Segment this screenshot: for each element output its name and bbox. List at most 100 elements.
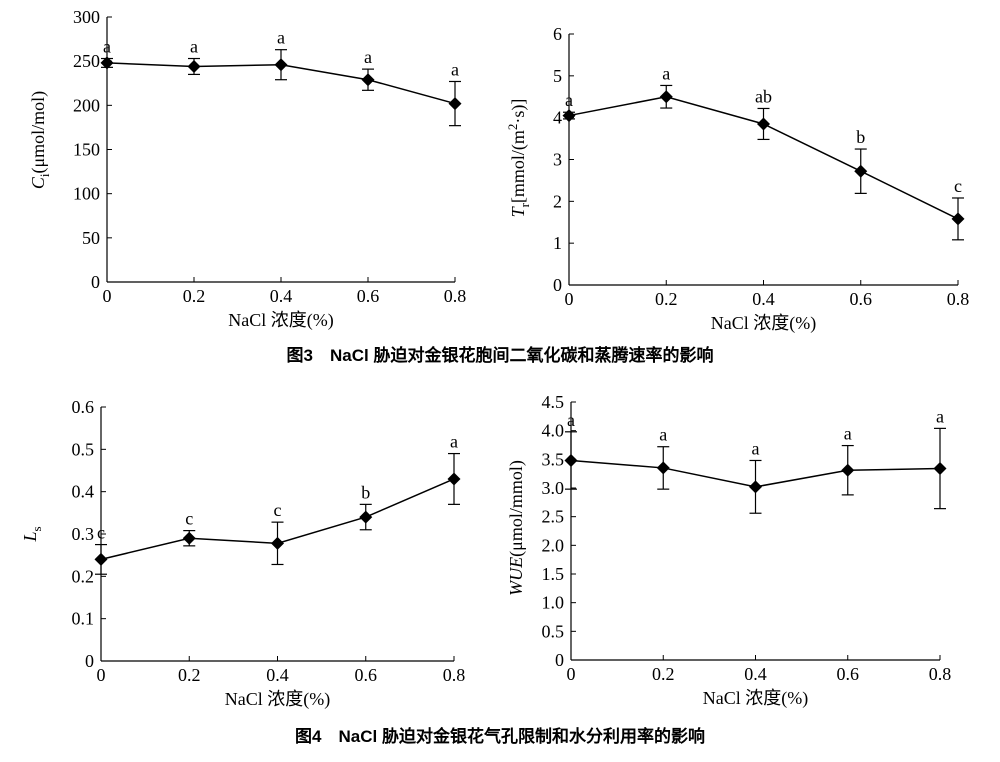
data-point [361,73,375,87]
y-tick-label: 0 [91,272,100,292]
y-tick-label: 300 [73,7,100,27]
x-tick-label: 0.8 [929,664,952,684]
x-tick-label: 0.4 [744,664,767,684]
y-axis-title: WUE(μmol/mmol) [506,460,527,596]
y-tick-label: 250 [73,51,100,71]
data-point [951,212,965,226]
y-tick-label: 1.5 [542,564,565,584]
x-tick-label: 0.2 [652,664,675,684]
y-title-tail: ·s)] [508,99,529,124]
y-tick-label: 0 [85,651,94,671]
significance-label: a [936,406,944,426]
data-point [447,472,461,486]
y-title-unit: (μmol/mol) [28,91,49,174]
x-tick-label: 0.4 [752,289,775,309]
x-axis-title: NaCl 浓度(%) [711,313,816,334]
x-tick-label: 0.2 [183,286,206,306]
y-tick-label: 100 [73,184,100,204]
chart-wue: 0 0.5 1.0 1.5 2.0 2.5 3.0 3.5 4.0 4.5 0 0.2 0.4 0.6 0.… [506,392,951,709]
x-tick-label: 0.2 [655,289,678,309]
data-point [854,164,868,178]
significance-label: c [954,176,962,196]
significance-label: ab [755,86,772,106]
significance-label: a [752,438,760,458]
x-tick-label: 0.8 [947,289,970,309]
chart-ci: 0 50 100 150 200 250 300 0 0.2 0.4 0.6 0.8 NaCl 浓度(%… [28,7,466,331]
data-point [182,531,196,545]
significance-label: b [361,482,370,502]
y-title-sub: r [517,202,532,207]
data-point [187,59,201,73]
y-title-main: WUE [506,557,526,596]
significance-label: a [190,37,198,57]
x-tick-label: 0.6 [357,286,380,306]
y-tick-label: 6 [553,24,562,44]
significance-label: a [567,410,575,430]
y-tick-label: 4.0 [542,421,565,441]
y-tick-label: 0 [553,275,562,295]
x-tick-label: 0 [567,664,576,684]
y-tick-label: 200 [73,95,100,115]
y-title-sup: 2 [505,124,520,131]
y-tick-label: 3 [553,150,562,170]
significance-label: c [274,500,282,520]
x-tick-label: 0.2 [178,665,201,685]
x-tick-label: 0 [103,286,112,306]
y-tick-label: 0.4 [72,482,95,502]
significance-label: a [450,432,458,452]
data-point [271,536,284,550]
y-tick-label: 2 [553,191,562,211]
y-tick-label: 0 [555,650,564,670]
y-tick-label: 4.5 [542,392,565,412]
y-tick-label: 0.2 [72,566,95,586]
y-tick-label: 0.3 [72,524,95,544]
data-point [564,453,578,467]
significance-label: a [659,425,667,445]
data-point [274,58,288,72]
y-tick-label: 5 [553,66,562,86]
y-axis-title: Ci(μmol/mol) [28,91,52,189]
y-tick-label: 2.5 [542,507,565,527]
data-point [749,480,762,494]
x-tick-label: 0.4 [266,665,289,685]
x-tick-label: 0.8 [444,286,467,306]
x-tick-label: 0.6 [850,289,873,309]
data-point [841,463,855,477]
y-tick-label: 3.0 [542,478,565,498]
significance-label: c [185,509,193,529]
data-point [562,109,576,123]
x-axis-title: NaCl 浓度(%) [703,688,808,709]
x-tick-label: 0.6 [837,664,860,684]
data-point [659,90,673,104]
y-tick-label: 0.1 [72,609,95,629]
significance-label: a [103,37,111,57]
chart-ls: 0 0.1 0.2 0.3 0.4 0.5 0.6 0 0.2 0.4 0.6 0.8 NaCl 浓度(… [20,397,465,710]
y-tick-label: 0.5 [72,439,95,459]
x-tick-label: 0.6 [355,665,378,685]
significance-label: a [277,28,285,48]
y-tick-label: 1 [553,233,562,253]
significance-label: a [662,63,670,83]
data-point [94,552,108,566]
y-tick-label: 0.5 [542,621,565,641]
y-title-sub: i [37,173,52,177]
y-title-main: L [20,532,40,543]
data-point [359,510,373,524]
significance-label: a [364,47,372,67]
y-tick-label: 0.6 [72,397,95,417]
y-axis-title: Tr[mmol/(m2·s)] [505,99,532,218]
y-tick-label: 3.5 [542,449,565,469]
figure-4-caption: 图4 NaCl 胁迫对金银花气孔限制和水分利用率的影响 [295,726,705,746]
significance-label: a [565,90,573,110]
significance-label: a [844,424,852,444]
x-axis-title: NaCl 浓度(%) [225,689,330,710]
x-tick-label: 0.4 [270,286,293,306]
significance-label: c [97,523,105,543]
x-tick-label: 0.8 [443,665,466,685]
y-tick-label: 1.0 [542,593,565,613]
chart-tr: 0 1 2 3 4 5 6 0 0.2 0.4 0.6 0.8 NaCl 浓度(%) Tr[mmol/(m… [505,24,969,334]
y-title-unit: (μmol/mmol) [506,460,527,557]
data-point [757,117,770,131]
data-point [100,56,114,70]
